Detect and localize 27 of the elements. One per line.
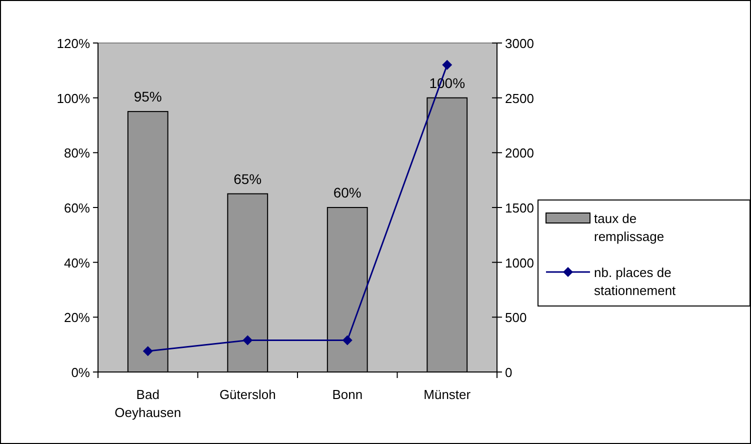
y2-tick-label: 2500 — [505, 90, 534, 106]
data-label: 65% — [234, 170, 262, 187]
y-tick-label: 60% — [64, 200, 90, 216]
point — [342, 335, 352, 346]
y2-tick-label: 3000 — [505, 36, 534, 51]
point — [142, 346, 153, 356]
y-tick-label: 80% — [64, 146, 90, 161]
point — [442, 60, 452, 70]
x-tick-label: Bad Oeyhausen — [114, 387, 182, 420]
y-tick-label: 0% — [71, 365, 90, 380]
x-tick-label: Bonn — [332, 387, 363, 402]
y-tick-label: 120% — [56, 36, 90, 51]
y-tick-label: 100% — [56, 90, 90, 106]
y2-tick-label: 1000 — [505, 255, 534, 270]
legend-label: nb. places de stationnement — [594, 265, 676, 298]
legend-label: taux de remplissage — [594, 211, 664, 244]
y2-tick-label: 1500 — [505, 200, 534, 216]
x-tick-label: Münster — [424, 387, 472, 402]
data-label: 95% — [134, 88, 162, 105]
y2-tick-label: 0 — [505, 365, 512, 380]
y2-tick-label: 2000 — [505, 146, 534, 161]
data-label: 60% — [333, 184, 362, 200]
y-tick-label: 40% — [64, 255, 90, 270]
y2-tick-label: 500 — [505, 310, 527, 326]
y-tick-label: 20% — [64, 310, 90, 326]
x-tick-label: Gütersloh — [219, 387, 276, 402]
point — [242, 335, 253, 346]
